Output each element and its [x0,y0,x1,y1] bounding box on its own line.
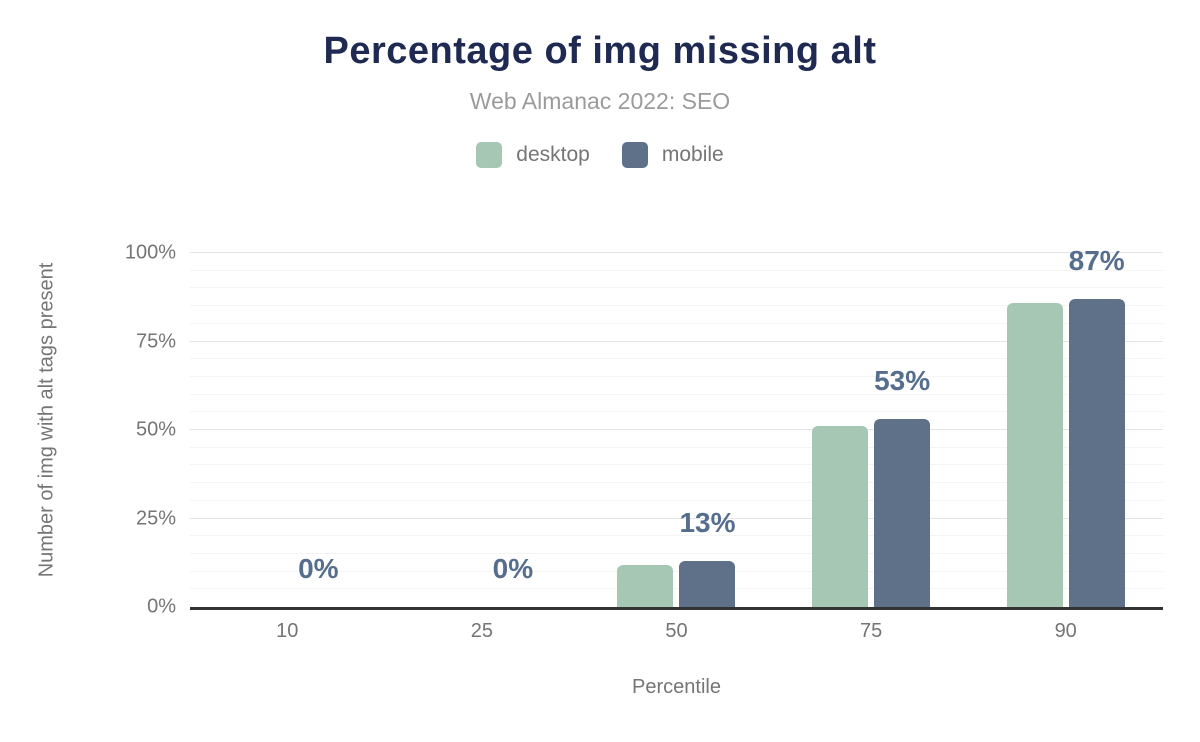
gridline-20 [190,535,1163,537]
gridline-40 [190,464,1163,466]
chart-subtitle: Web Almanac 2022: SEO [469,88,731,114]
legend-label-desktop: desktop [516,143,590,166]
gridline-35 [190,482,1163,484]
bar-value-label-p25: 0% [492,553,534,584]
bar-group-25: 0% [385,253,580,607]
bar-pair-10 [190,253,385,607]
y-tick-label-100: 100% [124,241,176,264]
bar-mobile-p75 [874,419,931,607]
x-tick-label-25: 25 [470,620,494,642]
gridline-95 [190,269,1163,271]
gridline-15 [190,552,1163,554]
bar-pair-75 [774,253,969,607]
gridline-70 [190,358,1163,360]
gridline-65 [190,375,1163,377]
gridline-75 [190,340,1163,342]
bar-value-label-p10: 0% [298,553,339,584]
gridline-45 [190,446,1163,448]
gridline-55 [190,411,1163,413]
bar-group-75: 53% [774,253,969,607]
bar-desktop-p50 [617,564,674,607]
bar-value-label-p75: 53% [874,365,931,397]
x-tick-label-75: 75 [859,620,883,642]
legend-item-mobile: mobile [621,142,724,168]
chart-title: Percentage of img missing alt [323,30,877,72]
bar-value-label-p50: 13% [679,506,736,538]
bar-desktop-p75 [812,426,869,607]
legend-swatch-desktop [476,142,503,168]
legend: desktop mobile [0,142,1200,168]
bar-group-90: 87% [968,245,1163,607]
bar-value-label-p90: 87% [1068,245,1125,277]
y-tick-label-75: 75% [135,330,176,352]
gridline-25 [190,517,1163,519]
plot-area: 0% 25% 50% 75% 100% 10 0% 25 0% 50 13% 75 53% 90 87% [125,242,1163,642]
y-tick-label-50: 50% [135,418,176,441]
gridline-10 [190,570,1163,572]
gridline-60 [190,393,1163,395]
x-tick-label-50: 50 [665,620,688,642]
gridline-30 [190,499,1163,501]
x-axis-title: Percentile [632,676,721,698]
x-tick-label-90: 90 [1054,620,1077,642]
gridline-80 [190,322,1163,324]
gridline-5 [190,588,1163,590]
legend-label-mobile: mobile [661,143,724,166]
legend-item-desktop: desktop [476,142,590,168]
gridline-90 [190,287,1163,289]
y-axis-title: Number of img with alt tags present [35,262,58,578]
bar-desktop-p90 [1006,302,1063,607]
bar-group-50: 13% [579,253,774,607]
bar-mobile-p90 [1068,299,1125,607]
bar-pair-90 [968,253,1163,607]
y-tick-label-25: 25% [135,507,176,529]
legend-swatch-mobile [621,142,648,168]
bar-group-10: 0% [190,253,385,607]
bar-pair-50 [579,253,774,607]
gridline-50 [190,429,1163,430]
bar-mobile-p50 [679,560,736,607]
gridline-85 [190,305,1163,307]
x-tick-label-10: 10 [276,620,299,642]
y-tick-label-0: 0% [147,595,176,618]
gridline-100 [190,252,1163,253]
bar-pair-25 [385,253,580,607]
